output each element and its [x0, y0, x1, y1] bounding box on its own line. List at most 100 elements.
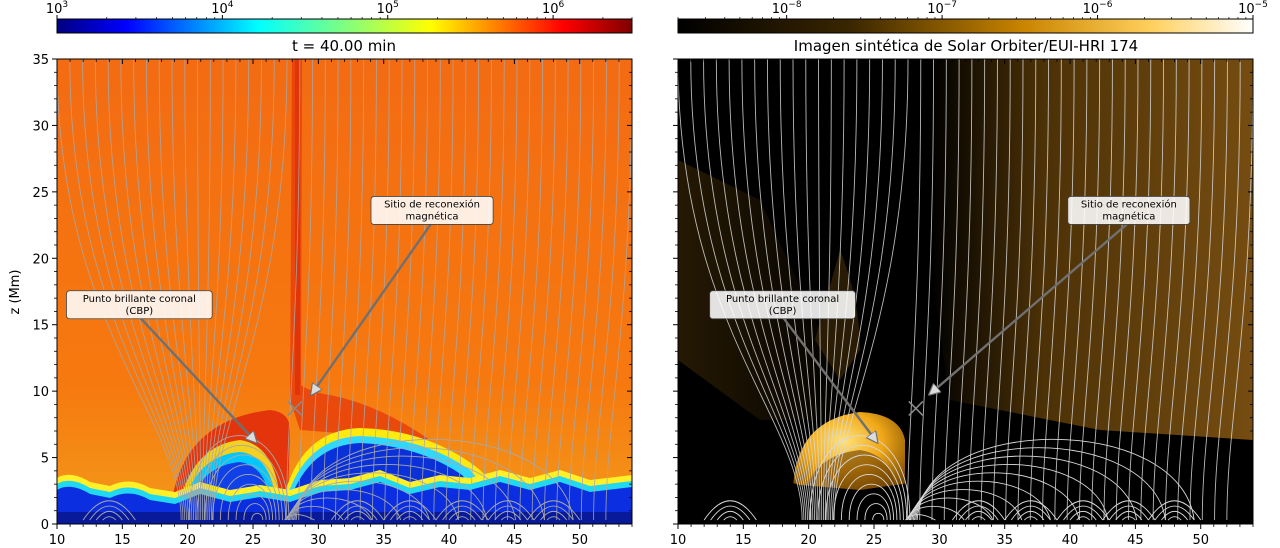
surface-loop: [344, 510, 371, 521]
surface-loop: [82, 500, 136, 521]
surface-loop: [1063, 505, 1104, 521]
field-line: [992, 59, 1011, 521]
colorbar-tick-label: 10−7: [927, 0, 957, 17]
surface-loop: [1121, 516, 1136, 521]
field-line: [1005, 59, 1024, 521]
surface-loop: [102, 516, 117, 521]
field-line: [1214, 59, 1241, 521]
surface-loop: [442, 505, 483, 521]
field-line: [494, 59, 518, 521]
field-line: [298, 59, 314, 521]
field-loop: [872, 512, 885, 521]
field-loop: [212, 464, 280, 521]
left-colorbar-ticks: 103 104 105 106: [46, 0, 633, 19]
field-line: [445, 59, 467, 521]
surface-loop: [1167, 516, 1182, 521]
field-loop: [848, 483, 895, 521]
field-line: [212, 59, 288, 521]
annotation-arrow: [312, 221, 434, 393]
field-line: [1140, 59, 1165, 521]
left-panel: 103 104 105 106 t = 40.00 min 10 15 20 25 30 35 4…: [8, 0, 633, 548]
x-tick-label: 15: [114, 533, 131, 548]
colorbar-tick-label: 103: [46, 0, 68, 17]
field-loop: [196, 445, 287, 521]
left-chart-title: t = 40.00 min: [292, 37, 396, 55]
field-line: [831, 59, 896, 521]
field-line: [57, 59, 182, 521]
x-tick-label: 45: [506, 533, 523, 548]
field-line: [347, 59, 365, 521]
field-line: [285, 59, 301, 521]
field-line: [1177, 59, 1203, 521]
field-line: [690, 59, 805, 521]
surface-loop: [1010, 505, 1051, 521]
field-line: [805, 59, 821, 521]
field-loop: [243, 503, 267, 521]
field-line: [754, 59, 814, 521]
field-line: [421, 59, 441, 521]
x-tick-label: 40: [1062, 533, 1079, 548]
left-colorbar: [56, 18, 633, 34]
surface-loop: [958, 505, 999, 521]
field-line: [158, 59, 196, 521]
field-line: [184, 59, 200, 521]
field-line: [1115, 59, 1139, 521]
surface-loop: [95, 510, 123, 521]
annotation-arrow: [138, 315, 255, 442]
field-line: [171, 59, 198, 521]
x-tick-label: 30: [310, 533, 327, 548]
field-line: [207, 59, 250, 521]
x-tick-label: 20: [179, 533, 196, 548]
surface-loop: [540, 510, 568, 521]
y-tick-label: 30: [32, 119, 49, 134]
right-colorbar: [677, 18, 1254, 34]
surface-loop: [1161, 510, 1189, 521]
field-line: [1017, 59, 1037, 521]
x-tick-label: 25: [245, 533, 262, 548]
field-line: [543, 59, 569, 521]
surface-loop: [331, 500, 385, 521]
field-line: [396, 59, 416, 521]
y-tick-label: 15: [32, 319, 49, 334]
field-line: [82, 59, 186, 521]
surface-loop: [396, 510, 424, 521]
surface-loop: [971, 516, 986, 521]
field-dome: [293, 455, 517, 521]
field-line: [605, 59, 632, 521]
field-loop: [833, 464, 901, 521]
field-line: [203, 59, 224, 521]
surface-loop: [448, 510, 476, 521]
field-line: [822, 59, 832, 521]
surface-loop: [710, 505, 751, 521]
x-tick-label: 25: [866, 533, 883, 548]
x-tick-label: 15: [735, 533, 752, 548]
surface-loop: [1102, 500, 1156, 521]
surface-loop: [487, 505, 528, 521]
field-line: [201, 59, 211, 521]
surface-loop: [527, 500, 581, 521]
field-line: [980, 59, 998, 521]
surface-loop: [703, 500, 757, 521]
surface-loop: [455, 516, 469, 521]
left-y-axis: 0 5 10 15 20 25 30 35: [32, 53, 632, 533]
surface-loop: [723, 516, 738, 521]
x-tick-label: 35: [375, 533, 392, 548]
annotation-box: [709, 290, 856, 320]
field-line: [1164, 59, 1190, 521]
reconnection-marker: [908, 400, 924, 416]
x-tick-label: 10: [49, 533, 66, 548]
surface-loop: [546, 516, 561, 521]
x-tick-label: 10: [670, 533, 687, 548]
field-line: [384, 59, 403, 521]
annotation-arrow: [781, 316, 877, 442]
right-y-axis: [673, 58, 1253, 525]
right-x-axis: 10 15 20 25 30 35 40 45 50: [670, 59, 1254, 548]
field-line: [1201, 59, 1228, 521]
colorbar-tick-label: 104: [211, 0, 234, 17]
field-line: [210, 59, 275, 521]
surface-loop: [1108, 505, 1149, 521]
annotation-text: magnética: [406, 210, 459, 222]
annotation-text: (CBP): [769, 306, 797, 317]
field-line: [1103, 59, 1126, 521]
